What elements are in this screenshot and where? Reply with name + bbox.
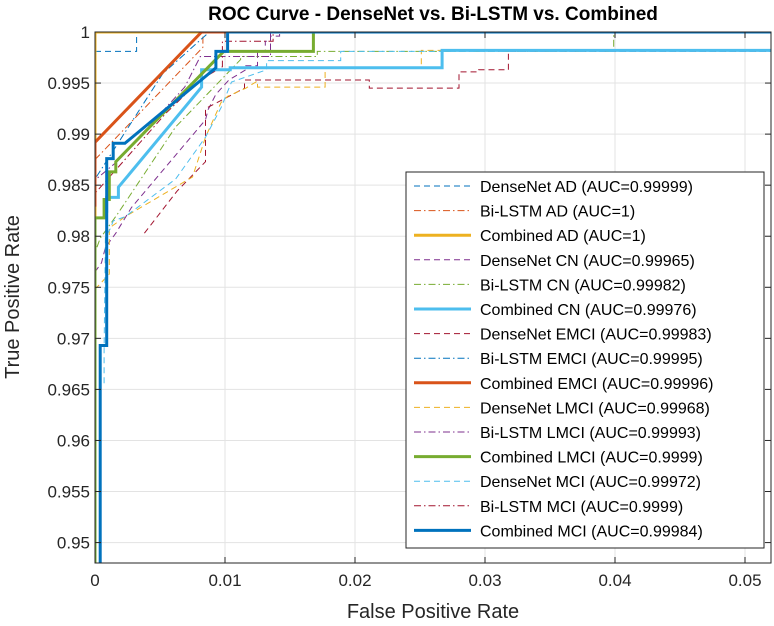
series-line-14 [95,32,771,232]
legend-entry-label: DenseNet AD (AUC=0.99999) [480,179,693,196]
series-line-10 [95,49,771,290]
series-line-15 [98,32,771,563]
series-line-4 [95,32,771,273]
legend-entry-label: DenseNet LMCI (AUC=0.99968) [480,400,710,417]
legend-entry-label: DenseNet CN (AUC=0.99965) [480,253,695,270]
x-axis-label: False Positive Rate [347,601,519,623]
legend-entry-label: Combined MCI (AUC=0.99984) [480,523,703,540]
legend-entry-label: Combined LMCI (AUC=0.9999) [480,450,703,467]
legend-entry-label: Bi-LSTM CN (AUC=0.99982) [480,277,686,294]
y-tick-label: 0.98 [57,227,90,246]
legend-entry-label: Combined EMCI (AUC=0.99996) [480,376,713,393]
legend-entry-label: Combined CN (AUC=0.99976) [480,302,697,319]
y-tick-label: 0.96 [57,431,90,450]
y-tick-label: 1 [81,23,90,42]
series-line-13 [103,50,771,384]
chart-title: ROC Curve - DenseNet vs. Bi-LSTM vs. Com… [208,4,658,25]
legend-entry-label: Bi-LSTM AD (AUC=1) [480,204,635,221]
y-tick-label: 0.99 [57,125,90,144]
y-tick-label: 0.965 [47,380,90,399]
axes-box [94,31,772,564]
x-tick-label: 0.02 [338,571,371,590]
y-tick-label: 0.985 [47,176,90,195]
y-axis-label: True Positive Rate [2,215,24,379]
x-tick-label: 0.01 [208,571,241,590]
series-line-9 [95,32,771,207]
y-tick-label: 0.975 [47,278,90,297]
x-tick-label: 0.05 [728,571,761,590]
series-line-11 [95,32,771,303]
y-tick-label: 0.955 [47,483,90,502]
series-line-12 [95,32,771,563]
y-tick-label: 0.95 [57,534,90,553]
series-line-2 [95,32,771,160]
x-tick-label: 0.03 [468,571,501,590]
y-tick-label: 0.97 [57,329,90,348]
series-line-1 [95,32,771,52]
series-line-7 [144,50,771,234]
x-tick-label: 0 [90,571,99,590]
legend: DenseNet AD (AUC=0.99999) Bi-LSTM AD (AUC… [405,171,765,549]
legend-entry-label: Combined AD (AUC=1) [480,228,646,245]
series-line-6 [105,48,771,213]
series-line-5 [95,32,771,363]
legend-entry-label: Bi-LSTM EMCI (AUC=0.99995) [480,351,703,368]
legend-entry-label: Bi-LSTM LMCI (AUC=0.99993) [480,425,701,442]
y-tick-label: 0.995 [47,74,90,93]
tick-layer: 0 0.01 0.02 0.03 0.04 0.05 0.95 0.955 0.96 0.965 0… [47,23,771,590]
legend-entry-label: Bi-LSTM MCI (AUC=0.9999) [480,499,683,516]
legend-entry-label: DenseNet EMCI (AUC=0.99983) [480,327,712,344]
series-layer [95,32,771,563]
x-tick-label: 0.04 [598,571,631,590]
legend-entry-label: DenseNet MCI (AUC=0.99972) [480,474,701,491]
